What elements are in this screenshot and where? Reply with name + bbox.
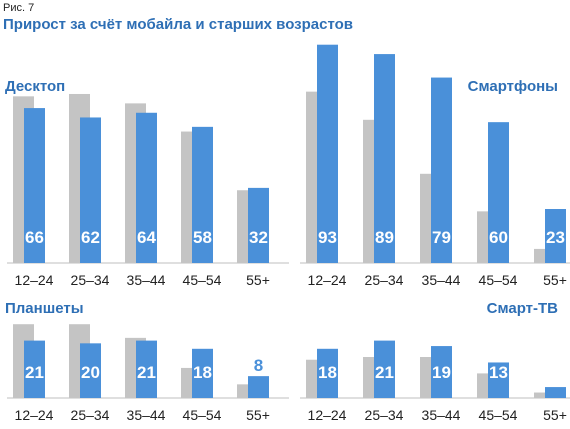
- bar-blue: [317, 348, 338, 398]
- bar-blue: [136, 340, 157, 398]
- data-label: 60: [489, 228, 508, 247]
- data-label: 23: [546, 228, 565, 247]
- panel-title: Десктоп: [5, 78, 65, 95]
- bar-blue: [24, 108, 45, 263]
- bar-blue: [545, 209, 566, 263]
- x-tick-label: 25–34: [71, 407, 110, 423]
- bar-blue: [374, 54, 395, 263]
- bar-blue: [317, 44, 338, 264]
- bar-blue: [136, 112, 157, 263]
- x-tick-label: 25–34: [71, 272, 110, 288]
- data-label: 21: [137, 363, 156, 382]
- data-label: 32: [249, 228, 268, 247]
- data-label: 79: [432, 228, 451, 247]
- data-label: 13: [489, 363, 508, 382]
- bar-blue: [248, 187, 269, 263]
- data-label: 93: [318, 228, 337, 247]
- x-tick-label: 35–44: [422, 272, 461, 288]
- bar-blue: [192, 348, 213, 398]
- x-tick-label: 45–54: [183, 407, 222, 423]
- x-tick-label: 35–44: [127, 407, 166, 423]
- data-label: 8: [254, 356, 263, 375]
- x-tick-label: 25–34: [365, 407, 404, 423]
- data-label: 64: [137, 228, 156, 247]
- x-tick-label: 12–24: [308, 407, 347, 423]
- x-tick-label: 45–54: [479, 272, 518, 288]
- x-tick-label: 55+: [246, 272, 270, 288]
- panel-title: Смарт-ТВ: [487, 300, 559, 317]
- bar-blue: [488, 362, 509, 398]
- panel-title: Смартфоны: [468, 78, 558, 95]
- data-label: 66: [25, 228, 44, 247]
- bar-blue: [80, 343, 101, 398]
- data-label: 20: [81, 363, 100, 382]
- bar-blue: [488, 122, 509, 263]
- x-tick-label: 35–44: [422, 407, 461, 423]
- x-tick-label: 55+: [246, 407, 270, 423]
- figure-title: Прирост за счёт мобайла и старших возрас…: [3, 16, 354, 33]
- data-label: 58: [193, 228, 212, 247]
- data-label: 89: [375, 228, 394, 247]
- data-label: 19: [432, 363, 451, 382]
- bar-blue: [374, 340, 395, 398]
- x-tick-label: 45–54: [183, 272, 222, 288]
- x-tick-label: 12–24: [15, 272, 54, 288]
- x-tick-label: 12–24: [308, 272, 347, 288]
- bar-blue: [80, 117, 101, 263]
- data-label: 21: [375, 363, 394, 382]
- x-tick-label: 12–24: [15, 407, 54, 423]
- x-tick-label: 55+: [543, 407, 567, 423]
- data-label: 62: [81, 228, 100, 247]
- bar-blue: [431, 346, 452, 398]
- x-tick-label: 35–44: [127, 272, 166, 288]
- data-label: 18: [318, 363, 337, 382]
- bar-blue: [431, 77, 452, 263]
- bar-blue: [545, 387, 566, 398]
- data-label: 21: [25, 363, 44, 382]
- x-tick-label: 25–34: [365, 272, 404, 288]
- x-tick-label: 55+: [543, 272, 567, 288]
- figure-label: Рис. 7: [3, 2, 35, 14]
- bar-blue: [24, 340, 45, 398]
- x-tick-label: 45–54: [479, 407, 518, 423]
- panel-title: Планшеты: [5, 300, 84, 317]
- bar-blue: [248, 376, 269, 398]
- bar-gray: [534, 392, 555, 398]
- bar-blue: [192, 126, 213, 263]
- data-label: 18: [193, 363, 212, 382]
